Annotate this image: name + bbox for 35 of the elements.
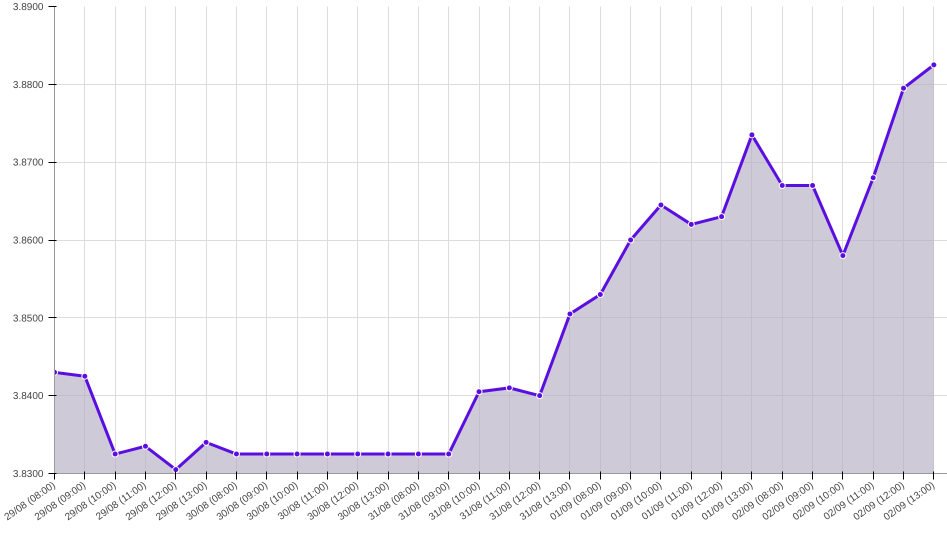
point	[263, 450, 270, 458]
point	[870, 174, 877, 182]
y-tick-label: 3.8300	[12, 469, 44, 480]
point	[445, 450, 452, 458]
point	[384, 450, 392, 458]
point	[142, 442, 149, 450]
point	[688, 220, 695, 228]
point	[232, 450, 240, 458]
y-tick-label: 3.8800	[12, 80, 44, 91]
point	[476, 388, 483, 396]
point	[596, 290, 604, 298]
point	[202, 438, 210, 446]
point	[81, 372, 88, 380]
y-tick-label: 3.8500	[12, 313, 44, 324]
point	[536, 392, 544, 400]
point	[294, 450, 301, 458]
point	[718, 213, 726, 220]
point	[900, 84, 908, 92]
point	[930, 61, 938, 68]
point	[748, 131, 756, 138]
y-tick-label: 3.8900	[12, 2, 44, 13]
point	[839, 252, 846, 260]
point	[778, 182, 786, 190]
point	[172, 466, 180, 474]
point	[112, 450, 119, 458]
y-tick-label: 3.8600	[12, 236, 44, 246]
point	[324, 450, 331, 458]
point	[506, 384, 513, 392]
y-tick-label: 3.8400	[12, 391, 44, 402]
point	[354, 450, 362, 458]
y-tick-label: 3.8700	[12, 158, 44, 169]
point	[809, 182, 816, 190]
point	[414, 450, 422, 458]
point	[657, 201, 664, 208]
point	[627, 236, 634, 244]
